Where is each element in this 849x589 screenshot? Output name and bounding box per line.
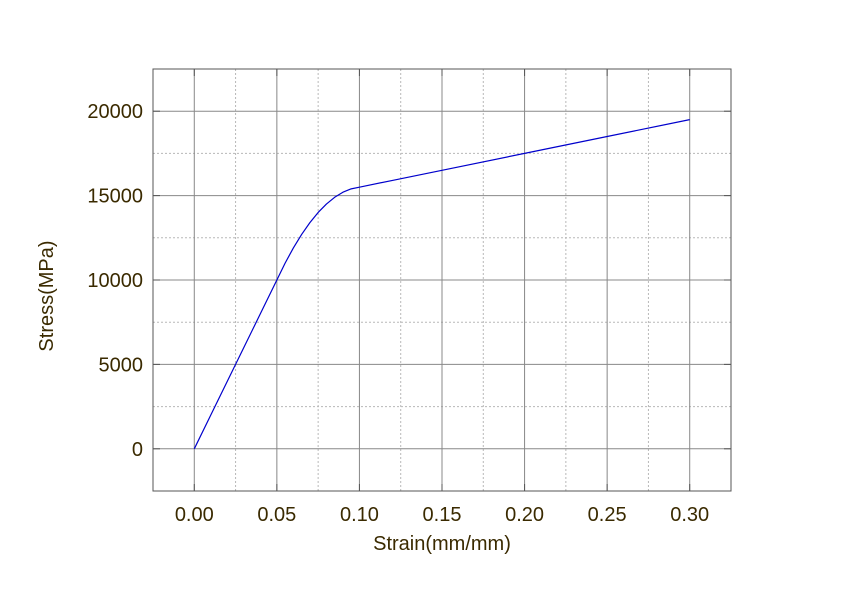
x-tick-label: 0.00 (175, 504, 214, 526)
x-axis-title: Strain(mm/mm) (373, 533, 511, 555)
x-tick-label: 0.25 (588, 504, 627, 526)
series-layer (193, 119, 690, 450)
major-grid (153, 69, 731, 491)
y-tick-label: 10000 (87, 270, 143, 292)
x-tick-labels: 0.00 0.05 0.10 0.15 0.20 0.25 0.30 (175, 504, 709, 526)
x-tick-label: 0.15 (423, 504, 462, 526)
y-tick-labels: 0 5000 10000 15000 20000 (87, 101, 143, 461)
x-tick-label: 0.05 (257, 504, 296, 526)
x-tick-label: 0.30 (670, 504, 709, 526)
x-tick-label: 0.20 (505, 504, 544, 526)
y-tick-label: 20000 (87, 101, 143, 123)
y-axis-title: Stress(MPa) (36, 240, 58, 351)
tick-marks (153, 69, 731, 491)
series-line (193, 119, 690, 450)
y-tick-label: 0 (132, 439, 143, 461)
y-tick-label: 5000 (99, 354, 144, 376)
x-tick-label: 0.10 (340, 504, 379, 526)
y-tick-label: 15000 (87, 186, 143, 208)
